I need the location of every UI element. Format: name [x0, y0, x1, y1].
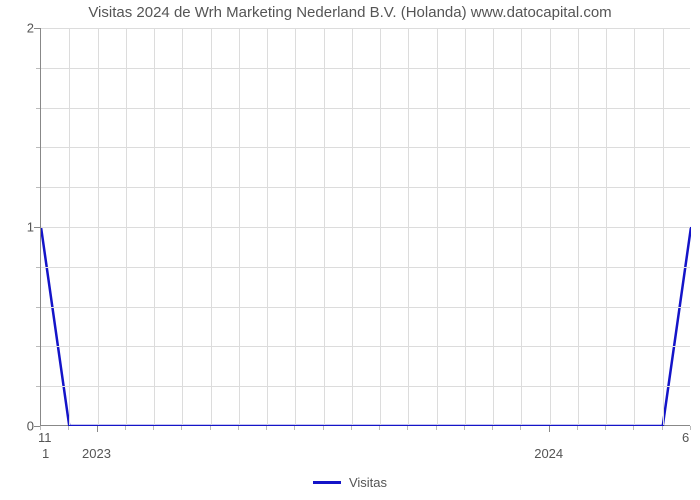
- x-tick-minor: [68, 426, 69, 430]
- gridline-h: [41, 386, 690, 387]
- x-tick-minor: [577, 426, 578, 430]
- y-tick-minor: [36, 108, 40, 109]
- gridline-h: [41, 346, 690, 347]
- gridline-h: [41, 147, 690, 148]
- x-tick-minor: [407, 426, 408, 430]
- y-tick-label: 0: [4, 419, 34, 434]
- x-tick-label: 2023: [82, 446, 111, 461]
- gridline-h: [41, 227, 690, 228]
- gridline-h: [41, 307, 690, 308]
- legend: Visitas: [0, 474, 700, 490]
- gridline-h: [41, 108, 690, 109]
- x-tick-minor: [520, 426, 521, 430]
- y-tick-minor: [36, 187, 40, 188]
- x-tick-minor: [379, 426, 380, 430]
- x-corner-right: 6: [682, 430, 689, 445]
- x-corner-left-top: 11: [38, 430, 52, 445]
- x-corner-left-bottom: 1: [42, 446, 49, 461]
- x-tick-minor: [266, 426, 267, 430]
- y-tick-minor: [36, 307, 40, 308]
- x-tick-minor: [238, 426, 239, 430]
- x-tick-minor: [633, 426, 634, 430]
- x-tick-minor: [662, 426, 663, 430]
- chart-title: Visitas 2024 de Wrh Marketing Nederland …: [0, 4, 700, 21]
- x-tick-minor: [181, 426, 182, 430]
- y-tick-minor: [36, 346, 40, 347]
- y-tick-mark: [34, 28, 40, 29]
- gridline-h: [41, 187, 690, 188]
- gridline-h: [41, 267, 690, 268]
- y-tick-minor: [36, 386, 40, 387]
- legend-swatch: [313, 481, 341, 484]
- plot-area: [40, 28, 690, 426]
- x-tick-minor: [464, 426, 465, 430]
- y-tick-minor: [36, 267, 40, 268]
- x-tick-mark: [97, 426, 98, 432]
- x-tick-label: 2024: [534, 446, 563, 461]
- gridline-h: [41, 28, 690, 29]
- x-tick-minor: [436, 426, 437, 430]
- x-tick-minor: [351, 426, 352, 430]
- legend-label: Visitas: [349, 475, 387, 490]
- x-tick-minor: [294, 426, 295, 430]
- x-tick-minor: [210, 426, 211, 430]
- x-tick-minor: [690, 426, 691, 430]
- gridline-h: [41, 68, 690, 69]
- x-tick-minor: [323, 426, 324, 430]
- chart-container: Visitas 2024 de Wrh Marketing Nederland …: [0, 0, 700, 500]
- y-tick-minor: [36, 68, 40, 69]
- y-tick-minor: [36, 147, 40, 148]
- y-tick-label: 2: [4, 21, 34, 36]
- x-tick-minor: [153, 426, 154, 430]
- x-tick-mark: [549, 426, 550, 432]
- y-tick-label: 1: [4, 220, 34, 235]
- x-tick-minor: [605, 426, 606, 430]
- x-tick-minor: [492, 426, 493, 430]
- y-tick-mark: [34, 227, 40, 228]
- x-tick-minor: [125, 426, 126, 430]
